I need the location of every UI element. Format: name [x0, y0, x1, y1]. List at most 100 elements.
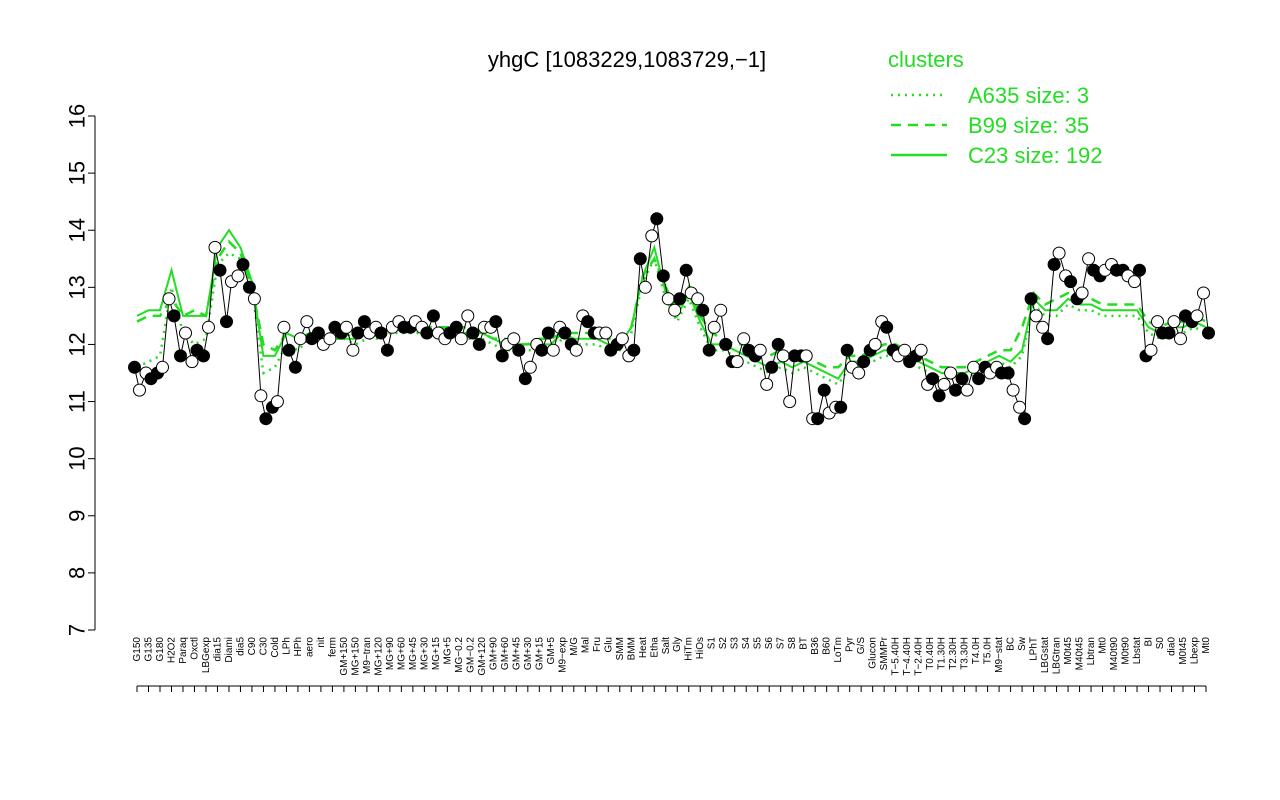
data-point [220, 315, 233, 329]
data-point [753, 343, 767, 357]
x-tick-label: T−2.40H [914, 637, 925, 676]
x-tick-label: SMMPr [879, 636, 890, 670]
x-tick-label: GM+60 [500, 637, 511, 671]
data-point [967, 360, 981, 374]
data-point [840, 343, 854, 357]
x-tick-label: M9−exp [557, 637, 568, 673]
data-point [507, 332, 521, 346]
data-point [1151, 315, 1164, 329]
data-point [541, 326, 555, 340]
data-point [128, 360, 141, 374]
y-tick-label: 7 [65, 624, 90, 636]
data-point [599, 326, 613, 340]
x-tick-label: T0.40H [925, 637, 936, 670]
x-tick-label: T−5.40H [891, 637, 902, 676]
data-point [914, 343, 928, 357]
x-tick-label: Mal [580, 637, 591, 653]
data-point [707, 320, 721, 334]
data-point [955, 372, 969, 386]
x-tick-label: HPh [293, 637, 304, 656]
data-point [466, 326, 480, 340]
x-tick-label: T1.30H [937, 637, 948, 670]
data-point [185, 355, 199, 369]
x-tick-label: aero [304, 637, 315, 657]
x-tick-label: B36 [810, 637, 821, 655]
legend-label: B99 size: 35 [968, 113, 1089, 138]
data-point [1029, 309, 1043, 323]
data-point [1075, 286, 1089, 300]
data-point [242, 280, 256, 294]
x-tick-label: MG+90 [385, 637, 396, 671]
x-tick-label: LPhT [1029, 637, 1040, 661]
x-tick-label: T5.0H [983, 637, 994, 664]
x-tick-label: M0t45 [1178, 637, 1189, 665]
data-point [650, 212, 664, 226]
data-point [1082, 252, 1096, 266]
y-tick-label: 15 [65, 161, 90, 185]
x-tick-label: MG+5 [442, 637, 453, 665]
x-tick-label: S4 [741, 637, 752, 650]
data-point [202, 320, 215, 334]
data-point [495, 349, 509, 363]
data-point [811, 412, 825, 426]
x-tick-label: G180 [155, 637, 166, 662]
data-point [1190, 309, 1204, 323]
data-point [949, 383, 963, 397]
x-tick-label: BI [1144, 637, 1155, 646]
data-point [282, 343, 296, 357]
data-point [880, 320, 894, 334]
data-point [1167, 315, 1181, 329]
data-point [771, 337, 785, 351]
y-tick-label: 8 [65, 567, 90, 579]
legend-label: C23 size: 192 [968, 143, 1103, 168]
data-point [645, 229, 659, 243]
x-axis: G150 G135 G180 H2O2 Paraq Oxctl LBGexp dia15 Dia… [132, 636, 1212, 692]
data-point [449, 320, 463, 334]
x-tick-label: Pyr [845, 636, 856, 652]
data-point [472, 337, 486, 351]
data-point [546, 343, 560, 357]
x-tick-label: GM+30 [523, 637, 534, 671]
data-point [254, 389, 268, 403]
data-point [926, 372, 940, 386]
data-point [277, 320, 291, 334]
data-point [323, 332, 337, 346]
x-tick-label: Salt [661, 637, 672, 654]
data-point [1197, 286, 1210, 300]
x-tick-label: S3 [730, 637, 741, 650]
data-point [765, 360, 779, 374]
x-tick-label: Gly [672, 637, 683, 652]
x-tick-label: G/S [856, 637, 867, 655]
data-point [454, 332, 468, 346]
data-point [783, 395, 797, 409]
x-tick-label: S0 [1155, 637, 1166, 650]
data-point [661, 292, 675, 306]
data-point [197, 349, 210, 363]
data-point [259, 412, 273, 426]
data-point [208, 240, 222, 254]
x-tick-label: Cold [270, 637, 281, 658]
data-point [461, 309, 475, 323]
data-point [288, 360, 302, 374]
data-point [776, 349, 790, 363]
data-point [247, 292, 261, 306]
x-tick-label: GM+90 [488, 637, 499, 671]
data-point [351, 326, 365, 340]
x-tick-label: GM+120 [477, 637, 488, 676]
data-point [898, 343, 912, 357]
data-point [374, 326, 388, 340]
x-tick-label: M9−stat [994, 637, 1005, 673]
x-tick-label: M0t45 [1063, 637, 1074, 665]
data-point [523, 360, 537, 374]
x-tick-label: HiTm [684, 637, 695, 661]
data-point [1041, 332, 1055, 346]
data-point [1052, 246, 1066, 260]
x-tick-label: Diami [224, 637, 235, 663]
y-tick-label: 10 [65, 446, 90, 470]
data-point [702, 343, 716, 357]
data-point [719, 337, 733, 351]
x-tick-label: dia5 [235, 637, 246, 656]
data-point [167, 309, 181, 323]
data-point [668, 303, 682, 317]
x-tick-label: Glucon [868, 637, 879, 669]
